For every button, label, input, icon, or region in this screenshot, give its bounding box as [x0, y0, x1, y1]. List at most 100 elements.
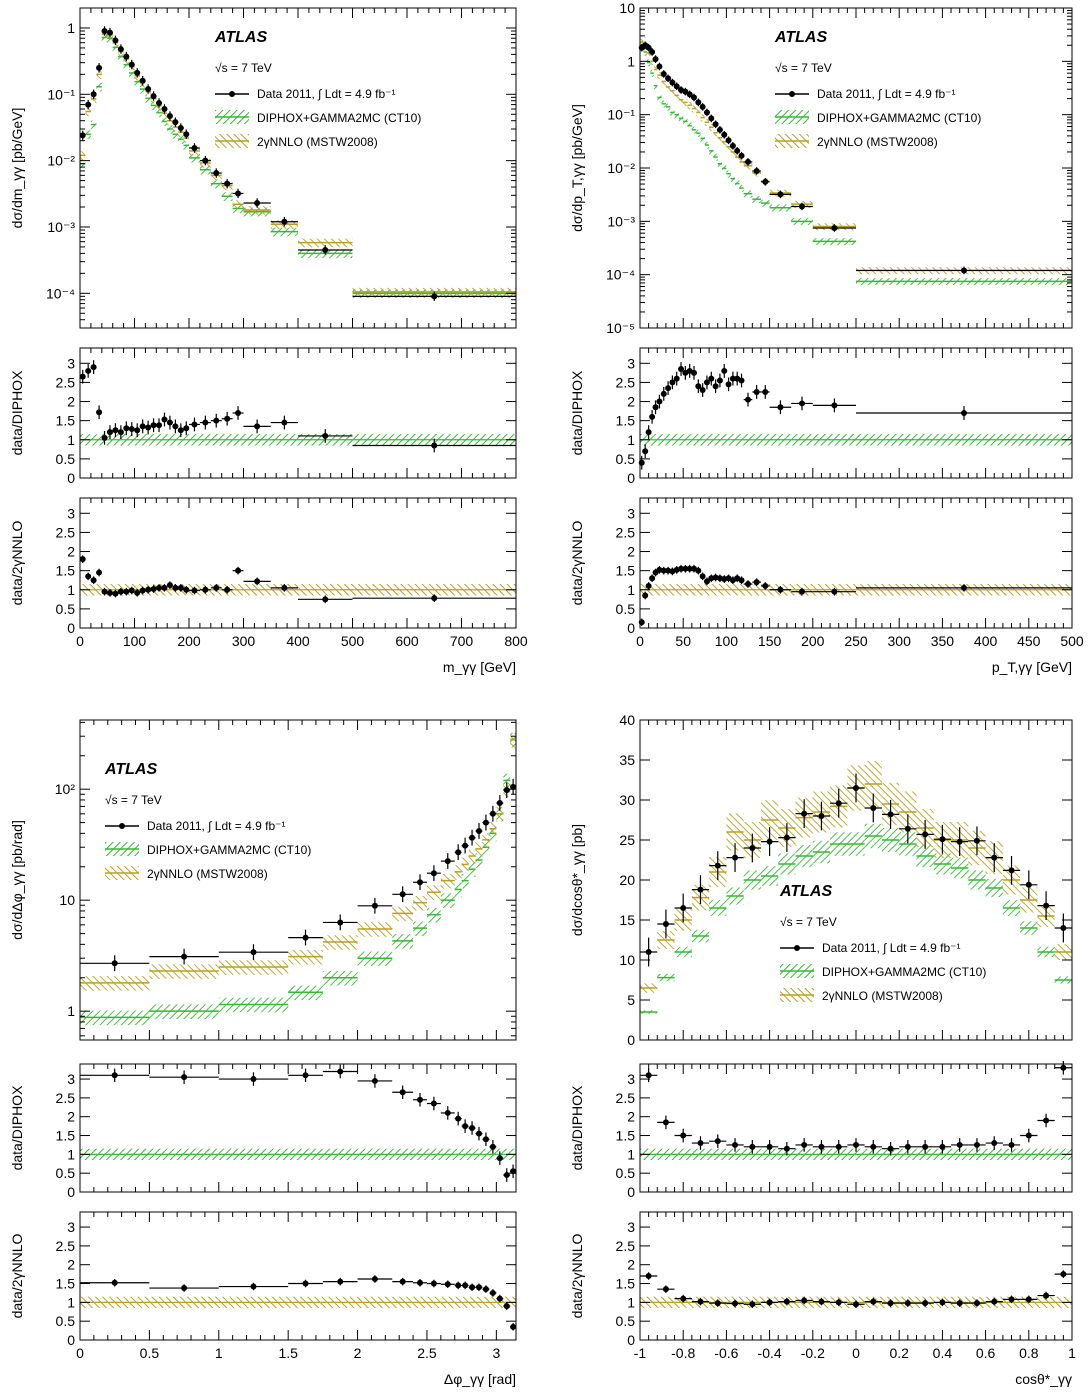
- ratio-tick-label: 1.5: [56, 563, 76, 579]
- data-point: [503, 787, 510, 794]
- ratio-nnlo-point: [455, 1282, 462, 1289]
- y-tick-label: 0: [627, 1032, 635, 1048]
- ratio-diphox-point: [662, 1119, 669, 1126]
- y-axis-title: dσ/dΔφ_γγ [pb/rad]: [9, 820, 25, 940]
- ratio-nnlo-point: [322, 596, 329, 603]
- legend-nnlo-label: 2γNNLO (MSTW2008): [147, 867, 268, 881]
- ratio-diphox-frame: [79, 1063, 517, 1193]
- ratio-nnlo-point: [835, 1299, 842, 1306]
- ratio-tick-label: 0.5: [616, 1165, 636, 1181]
- ratio-nnlo-point: [111, 1279, 118, 1286]
- ratio-nnlo-point: [482, 1286, 489, 1293]
- x-tick-label: 100: [123, 633, 147, 649]
- ratio-diphox-point: [96, 409, 103, 416]
- y-tick-label: 10: [59, 892, 75, 908]
- ratio-diphox-point: [150, 422, 157, 429]
- ratio-diphox-point: [649, 413, 656, 420]
- ratio-nnlo-title: data/2γNNLO: [9, 520, 25, 605]
- data-point: [213, 170, 220, 177]
- y-tick-label: 5: [627, 992, 635, 1008]
- ratio-nnlo-point: [922, 1300, 929, 1307]
- ratio-tick-label: 1.5: [56, 1128, 76, 1144]
- data-point: [1060, 925, 1067, 931]
- ratio-nnlo-point: [939, 1299, 946, 1306]
- data-point: [1008, 867, 1015, 874]
- data-point: [766, 838, 773, 845]
- ratio-tick-label: 1.5: [616, 1276, 636, 1292]
- ratio-tick-label: 1: [67, 582, 75, 598]
- x-tick-label: 1.5: [278, 1345, 298, 1361]
- ratio-nnlo-point: [489, 1289, 496, 1296]
- ratio-tick-label: 1: [627, 1146, 635, 1162]
- x-tick-label: 2.5: [417, 1345, 437, 1361]
- ratio-diphox-point: [123, 425, 130, 432]
- ratio-nnlo-point: [302, 1280, 309, 1287]
- ratio-tick-label: 2.5: [56, 374, 76, 390]
- ratio-nnlo-title: data/2γNNLO: [9, 1233, 25, 1318]
- data-point: [235, 190, 242, 197]
- data-point: [101, 28, 108, 35]
- ratio-tick-label: 0.5: [56, 1313, 76, 1329]
- ratio-tick-label: 3: [627, 1071, 635, 1087]
- ratio-nnlo-point: [399, 1278, 406, 1285]
- ratio-nnlo-point: [831, 588, 838, 595]
- ratio-diphox-point: [725, 381, 732, 388]
- ratio-diphox-frame: [79, 347, 517, 479]
- ratio-diphox-point: [85, 367, 92, 374]
- data-point: [302, 934, 309, 941]
- data-point: [85, 101, 92, 108]
- x-tick-label: 0: [852, 1345, 860, 1361]
- ratio-nnlo-point: [510, 1323, 517, 1330]
- y-tick-label: 10⁻³: [47, 219, 75, 235]
- ratio-tick-label: 2.5: [56, 1238, 76, 1254]
- data-point: [254, 199, 261, 206]
- ratio-nnlo-point: [161, 584, 168, 591]
- x-tick-label: 400: [286, 633, 310, 649]
- data-point: [482, 819, 489, 826]
- ratio-diphox-point: [462, 1123, 469, 1130]
- data-point: [939, 836, 946, 843]
- ratio-diphox-point: [645, 429, 652, 436]
- ratio-tick-label: 2: [627, 544, 635, 560]
- ratio-tick-label: 2: [627, 1109, 635, 1125]
- ratio-nnlo-point: [444, 1281, 451, 1288]
- data-point: [799, 203, 805, 210]
- data-point: [956, 838, 963, 845]
- ratio-tick-label: 2.5: [616, 524, 636, 540]
- ratio-nnlo-point: [818, 1298, 825, 1305]
- data-point: [455, 849, 462, 856]
- ratio-diphox-point: [112, 427, 119, 434]
- data-point: [645, 949, 652, 955]
- x-tick-label: 1: [215, 1345, 223, 1361]
- ratio-nnlo-point: [106, 589, 113, 596]
- ratio-nnlo-point: [738, 577, 745, 584]
- ratio-diphox-point: [853, 1141, 859, 1148]
- ratio-nnlo-point: [101, 588, 108, 595]
- ratio-diphox-point: [117, 429, 124, 436]
- y-tick-label: 10⁻⁴: [46, 285, 75, 301]
- ratio-tick-label: 2.5: [616, 374, 636, 390]
- x-tick-label: 0.4: [933, 1345, 953, 1361]
- ratio-diphox-point: [469, 1125, 476, 1131]
- y-axis-title: dσ/dcosθ*_γγ [pb]: [569, 824, 585, 936]
- ratio-nnlo-point: [745, 581, 751, 588]
- ratio-nnlo-point: [642, 592, 649, 599]
- ratio-nnlo-point: [1025, 1296, 1032, 1303]
- ratio-diphox-point: [714, 1138, 721, 1145]
- ratio-diphox-point: [642, 448, 649, 455]
- y-tick-label: 10: [619, 952, 635, 968]
- y-tick-label: 10⁻²: [47, 153, 75, 169]
- ratio-nnlo-point: [145, 586, 152, 593]
- ratio-tick-label: 1: [627, 432, 635, 448]
- ratio-diphox-point: [90, 364, 97, 371]
- ratio-diphox-point: [695, 383, 702, 390]
- ratio-diphox-point: [783, 1145, 790, 1152]
- ratio-tick-label: 0.5: [616, 601, 636, 617]
- ratio-diphox-point: [922, 1143, 929, 1150]
- ratio-diphox-point: [134, 427, 141, 434]
- ratio-nnlo-frame: [639, 1211, 1073, 1341]
- data-point: [686, 91, 693, 98]
- x-tick-label: 0.5: [140, 1345, 160, 1361]
- ratio-tick-label: 3: [67, 355, 75, 371]
- ratio-diphox-point: [172, 423, 179, 430]
